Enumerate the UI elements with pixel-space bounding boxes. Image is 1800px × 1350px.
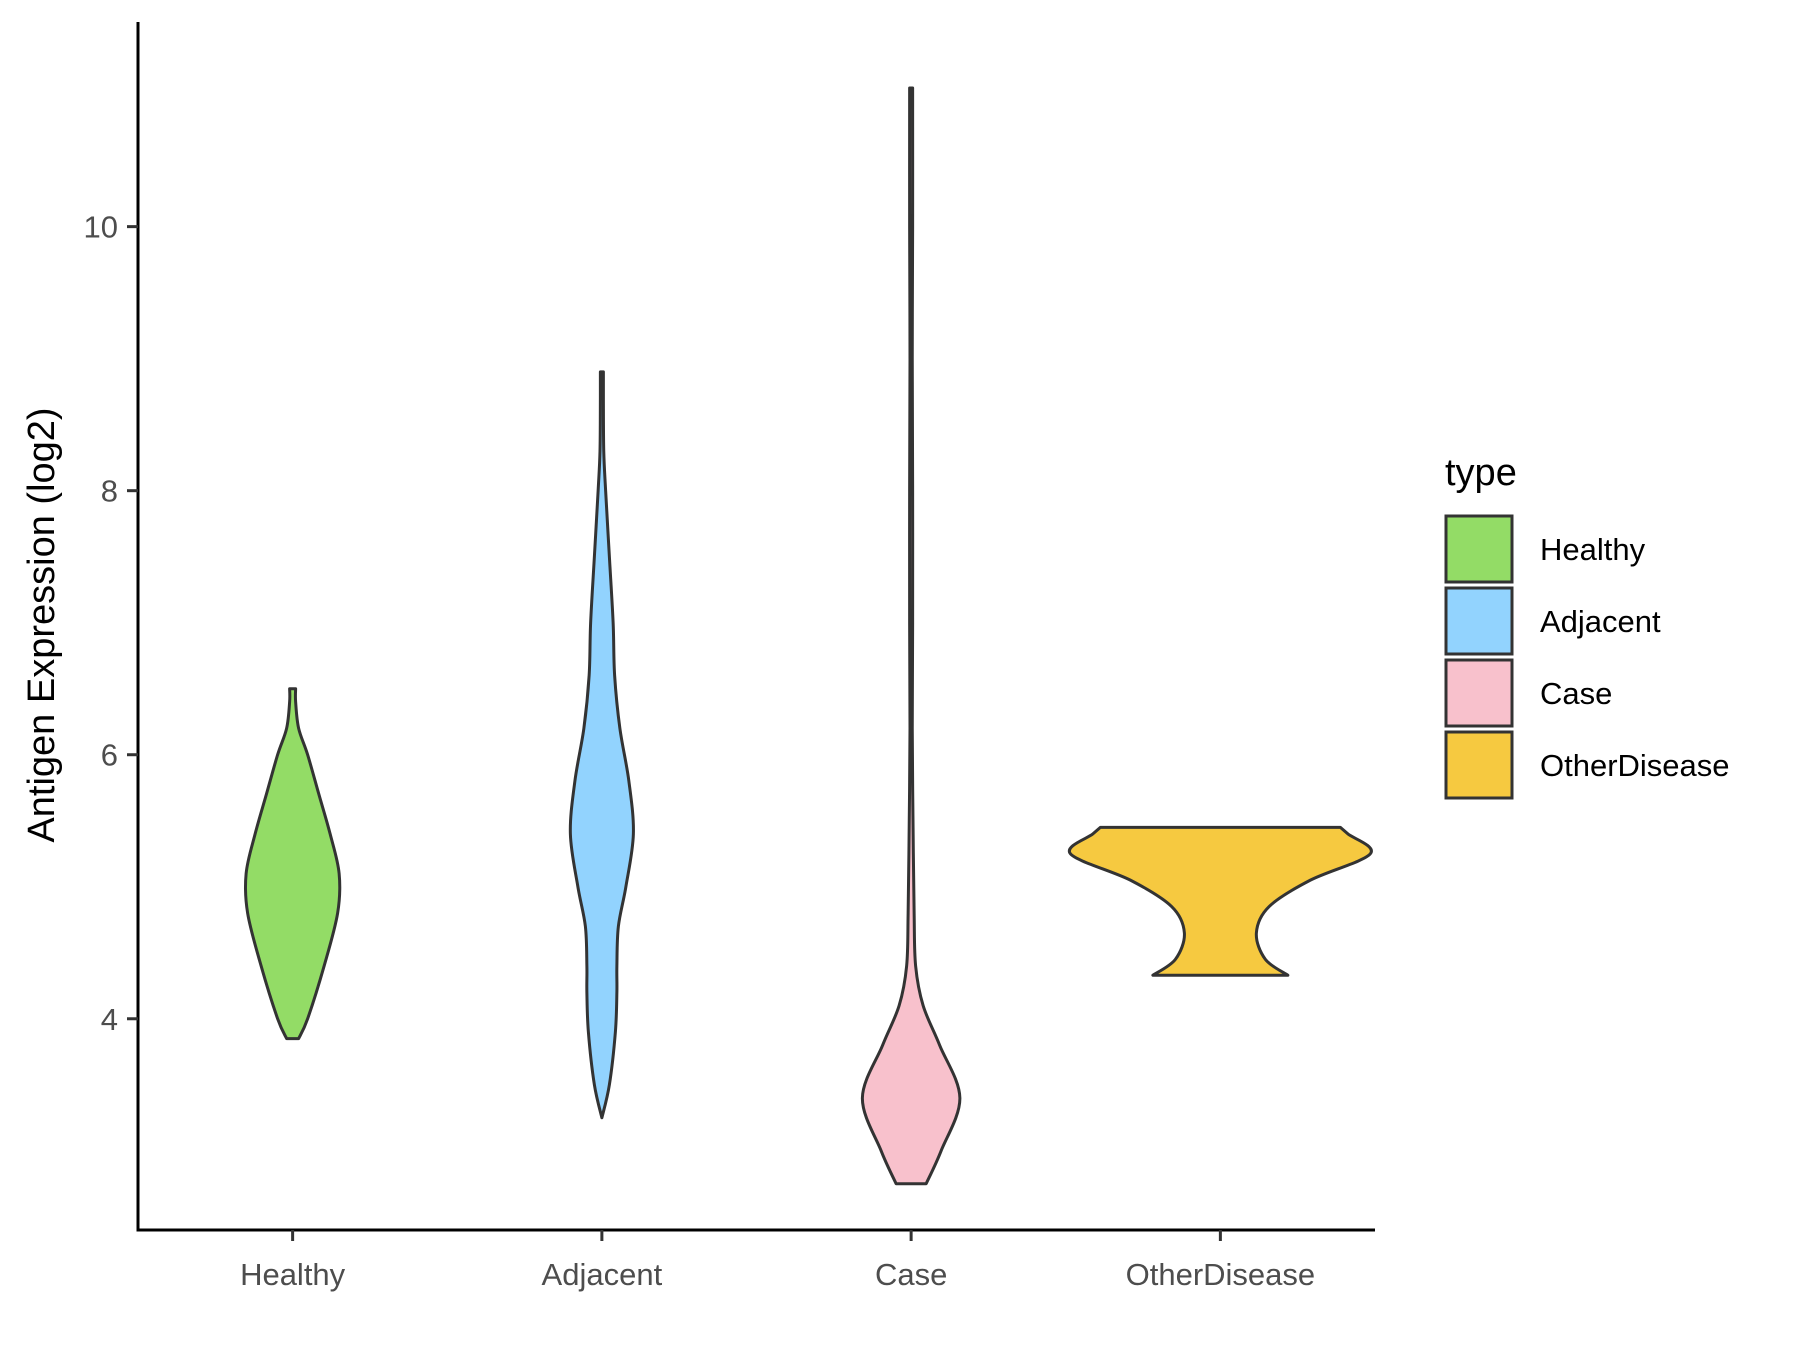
violin-healthy [243,687,342,1041]
legend-key-healthy [1444,514,1514,584]
x-tick-label: Adjacent [542,1257,663,1292]
violin-otherdisease [1067,825,1373,977]
legend: type Healthy Adjacent Case OtherDisease [1444,452,1730,800]
legend-key-otherdisease [1444,730,1514,800]
x-axis-ticks: Healthy Adjacent Case OtherDisease [240,1230,1315,1292]
legend-label: Case [1540,676,1612,711]
y-tick-label: 8 [101,474,118,509]
y-axis-title: Antigen Expression (log2) [21,407,63,842]
x-tick-label: Case [875,1257,947,1292]
violin-adjacent [568,370,635,1120]
x-tick-label: Healthy [240,1257,346,1292]
violin-case [860,86,962,1186]
violin-layer [243,86,1373,1186]
x-tick-label: OtherDisease [1126,1257,1316,1292]
y-axis-ticks: 4 6 8 10 [84,210,138,1037]
legend-label: Adjacent [1540,604,1661,639]
y-tick-label: 6 [101,738,118,773]
y-tick-label: 10 [84,210,118,245]
y-tick-label: 4 [101,1002,118,1037]
legend-label: Healthy [1540,532,1646,567]
legend-key-adjacent [1444,586,1514,656]
legend-key-case [1444,658,1514,728]
legend-title: type [1445,452,1517,494]
legend-label: OtherDisease [1540,748,1730,783]
